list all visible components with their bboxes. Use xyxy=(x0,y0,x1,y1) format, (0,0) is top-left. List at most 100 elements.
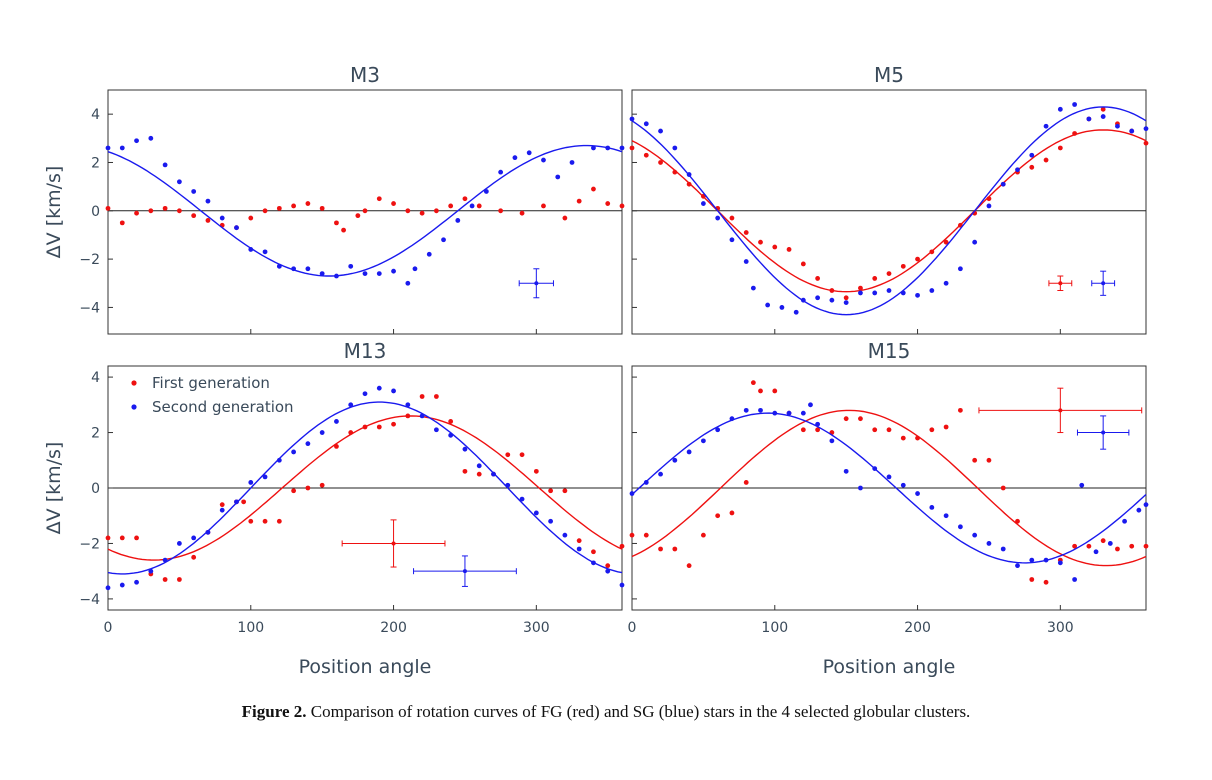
sg-data-point xyxy=(1029,152,1035,158)
sg-data-point xyxy=(858,290,863,296)
y-tick-label: 4 xyxy=(91,107,100,123)
fg-data-point xyxy=(134,535,139,541)
sg-data-point xyxy=(700,438,706,444)
sg-data-point xyxy=(1086,116,1092,122)
fg-data-point xyxy=(291,488,297,494)
x-axis-label: Position angle xyxy=(299,656,432,678)
sg-data-point xyxy=(234,225,239,231)
x-tick-label: 0 xyxy=(628,620,637,636)
panel-title: M15 xyxy=(868,339,911,363)
fg-errorbar-center xyxy=(1058,281,1063,286)
sg-data-point xyxy=(105,145,111,151)
panel-m13: M13 −4 −2 0 2 4 0 100 200 300 xyxy=(79,339,625,636)
sg-data-point xyxy=(957,266,963,272)
sg-data-point xyxy=(491,471,496,477)
sg-data-point xyxy=(700,201,706,206)
sg-data-point xyxy=(176,541,182,546)
sg-data-point xyxy=(1072,577,1078,582)
fg-data-point xyxy=(686,181,692,187)
sg-data-point xyxy=(672,457,678,463)
fg-data-point xyxy=(576,538,582,544)
sg-errorbar-center xyxy=(1101,281,1106,286)
sg-data-point xyxy=(305,266,311,272)
fg-data-point xyxy=(915,256,920,262)
sg-data-point xyxy=(1122,518,1127,524)
sg-data-point xyxy=(750,285,756,291)
fg-data-point xyxy=(658,160,663,165)
fg-data-point xyxy=(643,532,649,538)
fg-data-point xyxy=(391,201,396,206)
sg-data-point xyxy=(291,449,297,455)
fg-data-point xyxy=(619,543,625,549)
fg-data-point xyxy=(162,205,168,211)
sg-data-point xyxy=(191,535,197,541)
x-tick-label: 300 xyxy=(1047,620,1074,636)
sg-data-point xyxy=(1043,123,1049,129)
fg-data-point xyxy=(462,196,468,202)
sg-data-point xyxy=(629,491,635,496)
fg-data-point xyxy=(191,554,197,560)
sg-data-point xyxy=(362,271,368,277)
sg-data-point xyxy=(843,300,849,305)
fg-data-point xyxy=(643,152,649,158)
fg-data-point xyxy=(219,502,225,508)
sg-data-point xyxy=(476,463,482,469)
sg-data-point xyxy=(658,128,663,134)
sg-data-point xyxy=(469,203,475,209)
sg-data-point xyxy=(972,532,978,538)
fg-data-point xyxy=(1043,157,1049,163)
sg-data-point xyxy=(829,438,835,444)
x-tick-label: 200 xyxy=(904,620,931,636)
sg-data-point xyxy=(498,169,504,175)
sg-data-point xyxy=(605,568,611,574)
fg-fit-curve xyxy=(631,409,1147,567)
sg-data-point xyxy=(972,239,978,245)
sg-data-point xyxy=(441,237,446,243)
legend-label: Second generation xyxy=(152,398,294,416)
sg-data-point xyxy=(743,259,749,264)
sg-data-point xyxy=(1072,102,1078,107)
sg-data-point xyxy=(672,145,678,151)
fg-data-point xyxy=(1100,106,1106,112)
sg-data-point xyxy=(943,513,949,519)
fg-data-point xyxy=(262,518,268,524)
sg-data-point xyxy=(929,288,935,293)
fg-data-point xyxy=(729,215,735,221)
fg-data-point xyxy=(391,421,396,427)
fg-data-point xyxy=(843,295,849,301)
fg-data-point xyxy=(519,210,525,216)
fg-data-point xyxy=(433,208,439,214)
sg-data-point xyxy=(943,280,949,286)
sg-data-point xyxy=(1129,128,1135,134)
fg-data-point xyxy=(1143,543,1149,549)
fg-data-point xyxy=(319,205,325,211)
sg-data-point xyxy=(412,266,418,272)
fg-data-point xyxy=(629,532,635,538)
fg-data-point xyxy=(900,435,906,441)
sg-data-point xyxy=(1015,563,1020,569)
sg-data-point xyxy=(1057,106,1063,112)
y-axis-label: ΔV [km/s] xyxy=(43,166,65,259)
fg-data-point xyxy=(743,480,749,485)
sg-fit-curve xyxy=(631,106,1147,316)
sg-data-point xyxy=(576,546,582,552)
fg-data-point xyxy=(872,276,878,281)
sg-data-point xyxy=(1100,114,1106,119)
fg-data-point xyxy=(105,205,111,211)
fg-data-point xyxy=(205,218,211,223)
sg-data-point xyxy=(843,468,849,474)
fg-data-point xyxy=(134,210,139,216)
fg-data-point xyxy=(1143,140,1149,146)
sg-data-point xyxy=(1029,557,1035,563)
fg-data-point xyxy=(362,208,368,214)
fg-data-point xyxy=(943,239,949,245)
sg-data-point xyxy=(405,280,411,286)
sg-data-point xyxy=(1115,123,1120,129)
fg-data-point xyxy=(1100,538,1106,544)
fg-data-point xyxy=(815,427,821,433)
sg-data-point xyxy=(815,295,821,301)
plot-frame xyxy=(631,89,1147,335)
fg-data-point xyxy=(700,532,706,538)
fg-data-point xyxy=(605,201,611,206)
